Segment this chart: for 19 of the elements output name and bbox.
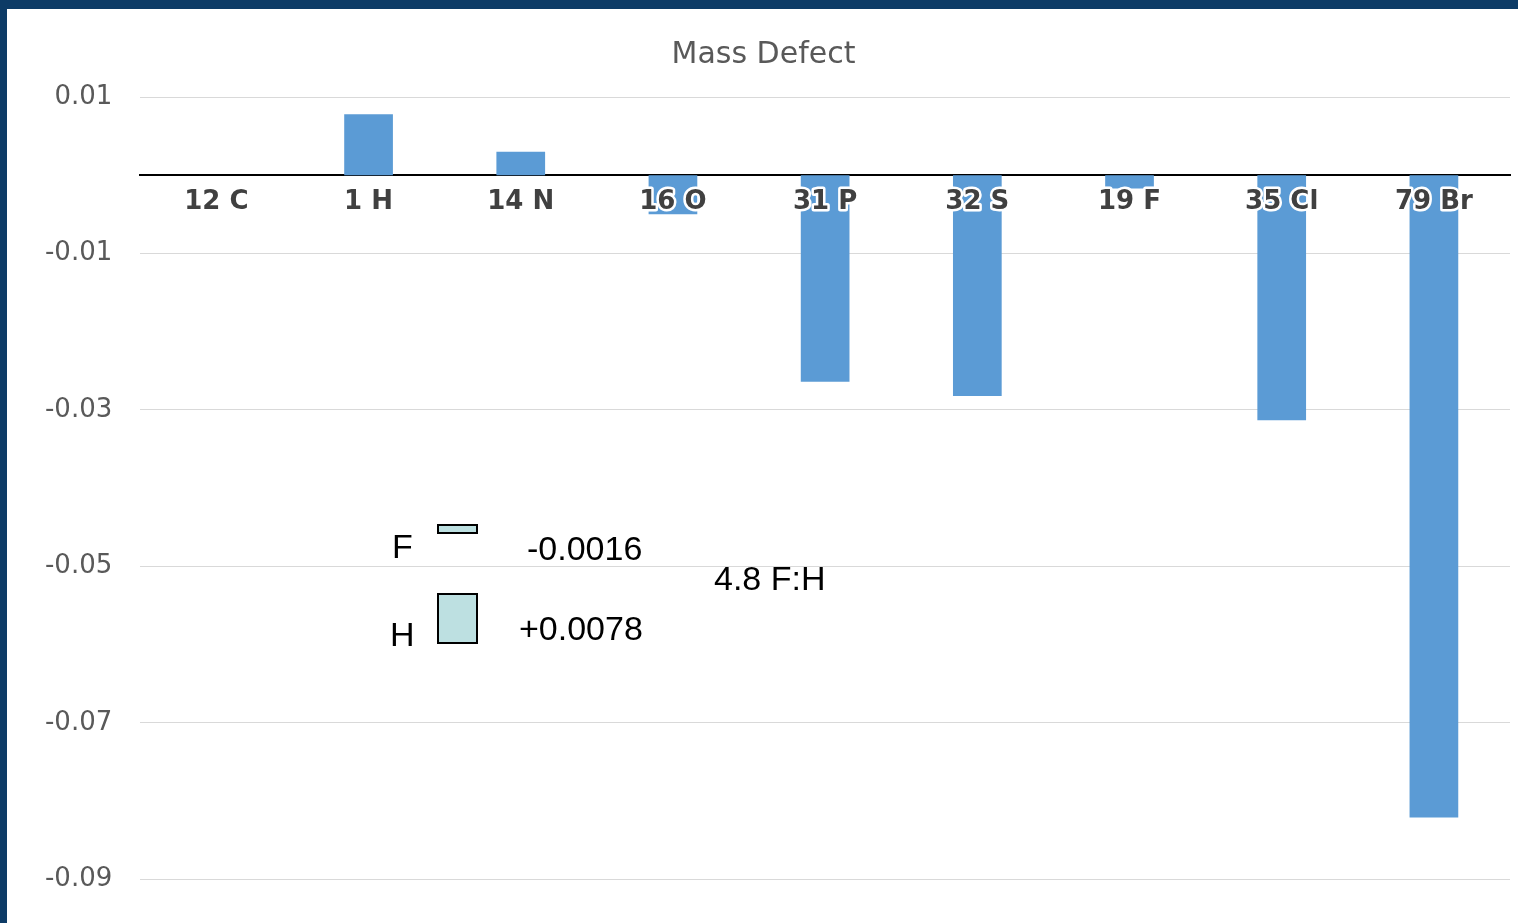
y-tick-label: -0.01 [44,236,113,267]
y-tick-label: -0.05 [44,549,113,580]
annotation: H [390,615,415,654]
annotation: 4.8 F:H [714,559,826,598]
annotation: F [392,527,413,566]
y-tick-label: -0.09 [44,862,113,893]
annotation: +0.0078 [519,609,643,648]
bar [496,151,546,176]
x-tick-label: 19 F [1098,184,1162,215]
y-tick-label: 0.01 [54,79,113,110]
y-tick-label: -0.07 [44,705,113,736]
bar [344,114,393,176]
annotation: -0.0016 [527,529,643,568]
y-tick-label: -0.03 [44,392,113,423]
chart-title: Mass Defect [671,34,856,70]
x-tick-label: 14 N [487,184,555,215]
x-tick-label: 12 C [184,184,249,215]
x-tick-label: 1 H [344,184,394,215]
bar [1105,175,1154,189]
